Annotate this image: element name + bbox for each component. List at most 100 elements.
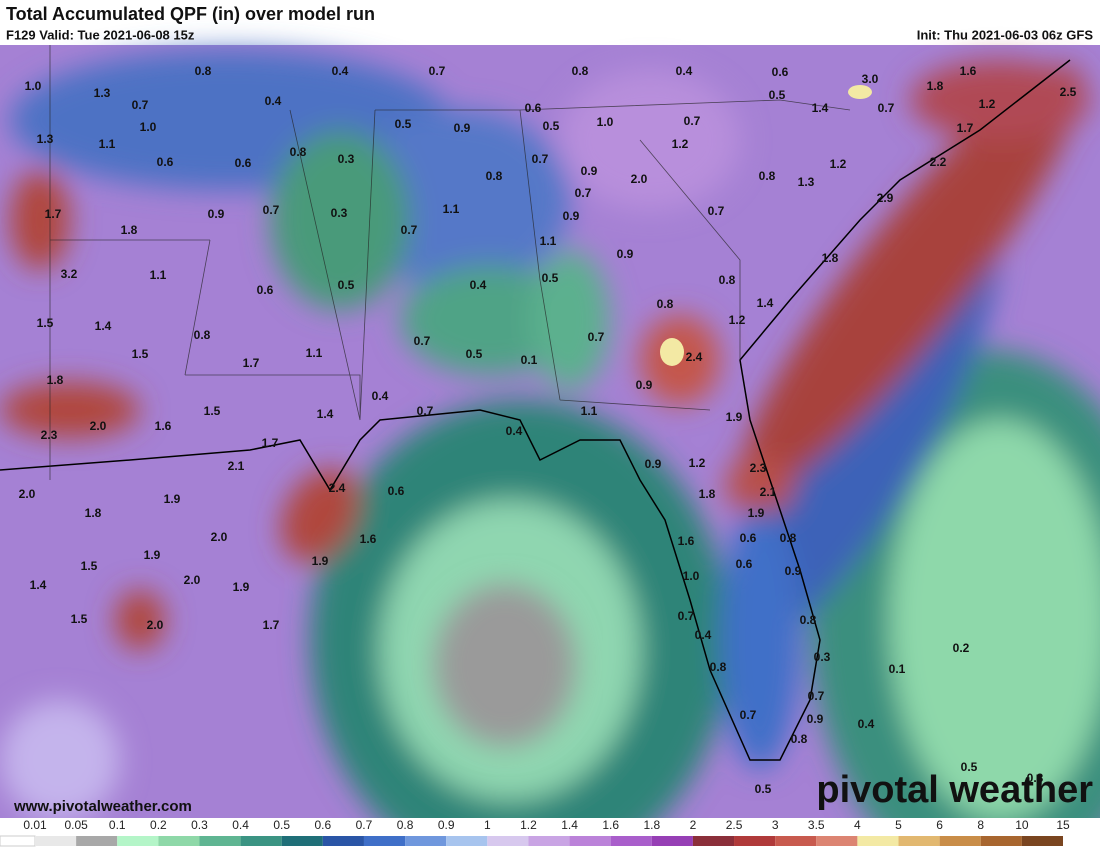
qpf-label: 1.2	[729, 313, 746, 327]
qpf-label: 1.8	[121, 223, 138, 237]
qpf-label: 0.3	[338, 152, 355, 166]
qpf-label: 1.4	[95, 319, 112, 333]
qpf-label: 2.0	[211, 530, 228, 544]
qpf-label: 0.4	[332, 64, 349, 78]
qpf-label: 1.0	[25, 79, 42, 93]
qpf-label: 2.0	[147, 618, 164, 632]
qpf-label: 0.7	[401, 223, 418, 237]
qpf-label: 0.7	[678, 609, 695, 623]
qpf-label: 0.6	[257, 283, 274, 297]
qpf-label: 0.5	[755, 782, 772, 796]
colorbar-label: 0.4	[232, 818, 249, 832]
colorbar-label: 0.8	[397, 818, 414, 832]
qpf-label: 1.9	[233, 580, 250, 594]
colorbar-label: 1.6	[602, 818, 619, 832]
qpf-label: 1.9	[164, 492, 181, 506]
qpf-label: 0.8	[710, 660, 727, 674]
qpf-label: 1.5	[132, 347, 149, 361]
colorbar-swatch	[528, 836, 570, 846]
qpf-label: 0.5	[543, 119, 560, 133]
qpf-label: 0.3	[814, 650, 831, 664]
colorbar-swatch	[322, 836, 364, 846]
colorbar-swatch	[816, 836, 858, 846]
qpf-label: 0.7	[740, 708, 757, 722]
qpf-label: 1.0	[597, 115, 614, 129]
qpf-label: 2.0	[631, 172, 648, 186]
qpf-label: 0.8	[719, 273, 736, 287]
colorbar-label: 0.05	[64, 818, 88, 832]
qpf-label: 0.5	[466, 347, 483, 361]
qpf-label: 1.8	[85, 506, 102, 520]
qpf-label: 1.1	[150, 268, 167, 282]
colorbar-label: 3	[772, 818, 779, 832]
qpf-label: 1.6	[155, 419, 172, 433]
qpf-label: 0.4	[695, 628, 712, 642]
colorbar-swatch	[240, 836, 282, 846]
qpf-label: 0.1	[521, 353, 538, 367]
qpf-label: 1.6	[960, 64, 977, 78]
colorbar-label: 0.01	[23, 818, 47, 832]
qpf-label: 0.7	[429, 64, 446, 78]
qpf-label: 0.8	[800, 613, 817, 627]
colorbar-swatch	[610, 836, 652, 846]
qpf-label: 0.5	[338, 278, 355, 292]
qpf-label: 1.1	[443, 202, 460, 216]
qpf-label: 0.7	[588, 330, 605, 344]
brand-logo: pivotal weather	[816, 769, 1093, 811]
qpf-label: 2.5	[1060, 85, 1077, 99]
qpf-label: 1.9	[726, 410, 743, 424]
qpf-label: 1.8	[699, 487, 716, 501]
qpf-label: 1.6	[360, 532, 377, 546]
qpf-label: 0.5	[542, 271, 559, 285]
qpf-label: 1.2	[689, 456, 706, 470]
qpf-label: 0.6	[388, 484, 405, 498]
qpf-label: 0.1	[889, 662, 906, 676]
qpf-label: 1.7	[243, 356, 260, 370]
qpf-label: 0.8	[572, 64, 589, 78]
colorbar-label: 0.3	[191, 818, 208, 832]
colorbar-label: 1.2	[520, 818, 537, 832]
qpf-label: 1.4	[30, 578, 47, 592]
qpf-label: 0.4	[265, 94, 282, 108]
colorbar-swatch	[734, 836, 776, 846]
qpf-label: 0.9	[645, 457, 662, 471]
qpf-label: 0.5	[769, 88, 786, 102]
colorbar-swatch	[0, 835, 36, 847]
qpf-label: 1.8	[47, 373, 64, 387]
qpf-label: 0.7	[808, 689, 825, 703]
colorbar-swatch	[898, 836, 940, 846]
colorbar-label: 3.5	[808, 818, 825, 832]
qpf-label: 1.5	[81, 559, 98, 573]
colorbar-swatch	[35, 836, 77, 846]
qpf-label: 1.9	[312, 554, 329, 568]
qpf-label: 1.7	[262, 436, 279, 450]
qpf-label: 0.9	[785, 564, 802, 578]
qpf-label: 0.8	[194, 328, 211, 342]
qpf-label: 1.8	[927, 79, 944, 93]
init-time: Init: Thu 2021-06-03 06z GFS	[917, 27, 1094, 42]
qpf-label: 0.4	[372, 389, 389, 403]
colorbar-swatch	[405, 836, 447, 846]
colorbar-label: 10	[1015, 818, 1029, 832]
qpf-label: 1.3	[94, 86, 111, 100]
qpf-label: 1.5	[71, 612, 88, 626]
qpf-label: 0.6	[525, 101, 542, 115]
colorbar-label: 0.7	[356, 818, 373, 832]
qpf-label: 0.4	[858, 717, 875, 731]
precip-field	[0, 45, 1100, 850]
qpf-label: 2.1	[760, 485, 777, 499]
colorbar-swatch	[1021, 836, 1063, 846]
qpf-label: 1.1	[99, 137, 116, 151]
colorbar-label: 1	[484, 818, 491, 832]
colorbar-swatch	[939, 836, 981, 846]
colorbar-label: 6	[936, 818, 943, 832]
colorbar-label: 0.6	[314, 818, 331, 832]
colorbar-label: 0.5	[273, 818, 290, 832]
qpf-label: 0.9	[617, 247, 634, 261]
qpf-label: 1.1	[581, 404, 598, 418]
qpf-label: 0.8	[195, 64, 212, 78]
valid-time: F129 Valid: Tue 2021-06-08 15z	[6, 27, 195, 42]
colorbar-swatch	[76, 836, 118, 846]
colorbar-label: 2	[690, 818, 697, 832]
qpf-label: 2.3	[750, 461, 767, 475]
